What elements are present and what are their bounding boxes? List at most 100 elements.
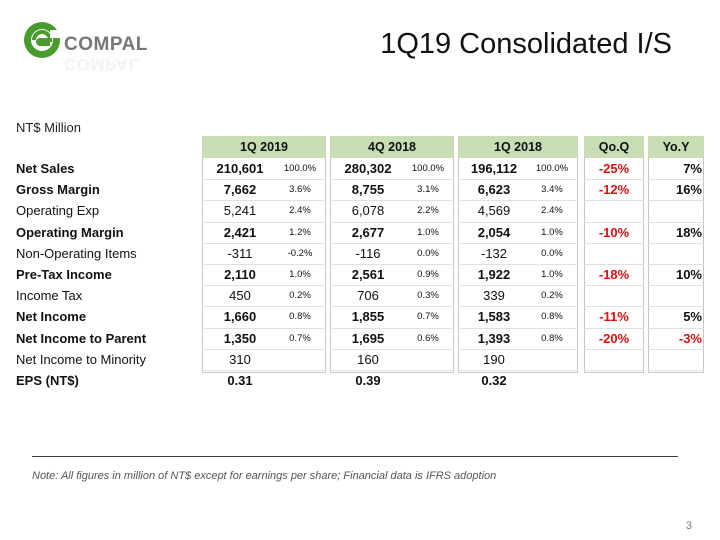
- cell-q4_2018-value: 160: [357, 351, 379, 367]
- page-title: 1Q19 Consolidated I/S: [380, 28, 672, 60]
- row-divider: [330, 264, 454, 265]
- cell-yoy: [650, 349, 702, 370]
- row-divider: [648, 179, 704, 181]
- cell-q4_2018-percent: 3.1%: [417, 184, 439, 196]
- cell-q1_2019-value: 2,421: [223, 224, 257, 240]
- cell-qoq: [586, 285, 642, 306]
- cell-q1_2019-value: 7,662: [223, 182, 257, 198]
- row-divider: [202, 264, 326, 265]
- col-box-qoq: [584, 158, 644, 373]
- row-divider: [202, 242, 326, 244]
- row-divider: [330, 348, 454, 350]
- brand-name: COMPAL: [64, 34, 148, 55]
- unit-label: NT$ Million: [16, 120, 82, 135]
- row-divider: [330, 370, 454, 371]
- cell-q1_2018-value: 190: [483, 351, 505, 367]
- cell-yoy: 5%: [683, 309, 702, 325]
- cell-qoq: [586, 200, 642, 221]
- cell-q4_2018-value: 706: [357, 288, 379, 304]
- row-divider: [202, 200, 326, 202]
- cell-q1_2018-percent: 100.0%: [535, 163, 569, 174]
- row-label: Net Income to Minority: [16, 351, 147, 367]
- compal-logo-icon: [24, 22, 60, 58]
- row-divider: [330, 179, 454, 181]
- footer-divider: [32, 456, 678, 457]
- cell-q1_2019-percent: 0.2%: [289, 290, 311, 302]
- cell-q4_2018-percent: [404, 349, 452, 370]
- row-divider: [458, 221, 578, 223]
- row-divider: [458, 285, 578, 287]
- cell-q1_2018-percent: 2.4%: [541, 205, 563, 217]
- col-header-1q2018: 1Q 2018: [458, 136, 578, 158]
- cell-q1_2018-percent: [528, 370, 576, 391]
- cell-q1_2018-percent: 0.8%: [541, 332, 563, 344]
- cell-q1_2019-percent: 0.7%: [289, 332, 311, 344]
- col-box-4q2018: [330, 158, 454, 373]
- cell-q1_2019-value: 450: [229, 288, 251, 304]
- cell-q1_2018-percent: 3.4%: [541, 184, 563, 196]
- row-divider: [584, 221, 644, 223]
- row-divider: [330, 221, 454, 223]
- cell-q1_2018-value: 2,054: [477, 224, 511, 240]
- cell-qoq: -11%: [599, 309, 629, 325]
- cell-q1_2018-percent: 1.0%: [541, 226, 563, 238]
- cell-q4_2018-percent: 0.3%: [417, 290, 439, 302]
- cell-qoq: [586, 349, 642, 370]
- cell-q1_2018-value: 0.32: [481, 373, 507, 388]
- cell-q4_2018-percent: 0.9%: [417, 269, 439, 280]
- row-divider: [648, 221, 704, 223]
- cell-q4_2018-value: 6,078: [351, 203, 385, 219]
- cell-q1_2019-value: 210,601: [216, 161, 264, 176]
- cell-yoy: [650, 200, 702, 221]
- row-divider: [458, 264, 578, 265]
- cell-qoq: -10%: [598, 224, 630, 240]
- cell-q4_2018-percent: 0.7%: [417, 311, 439, 323]
- row-label: Gross Margin: [16, 182, 100, 198]
- row-divider: [458, 327, 578, 329]
- cell-qoq: [586, 370, 642, 391]
- cell-q1_2018-percent: 0.8%: [541, 311, 563, 323]
- cell-q1_2018-value: 1,583: [477, 309, 511, 325]
- cell-q1_2018-value: -132: [480, 245, 508, 261]
- col-header-1q2019: 1Q 2019: [202, 136, 326, 158]
- cell-q1_2019-percent: 100.0%: [283, 163, 317, 174]
- cell-q4_2018-percent: 100.0%: [411, 163, 445, 174]
- cell-q1_2019-percent: 1.0%: [289, 269, 311, 280]
- row-divider: [648, 370, 704, 371]
- cell-qoq: -18%: [598, 267, 630, 282]
- col-header-4q2018: 4Q 2018: [330, 136, 454, 158]
- cell-q1_2018-value: 339: [483, 288, 505, 304]
- row-divider: [648, 200, 704, 202]
- cell-q1_2019-value: -311: [227, 245, 253, 261]
- cell-q4_2018-percent: 1.0%: [417, 226, 439, 238]
- cell-yoy: [650, 285, 702, 306]
- row-divider: [584, 306, 644, 308]
- cell-q4_2018-percent: 0.6%: [417, 332, 439, 344]
- row-divider: [648, 264, 704, 265]
- row-divider: [584, 370, 644, 371]
- row-label: Net Sales: [16, 161, 75, 176]
- cell-q1_2019-percent: [276, 370, 324, 391]
- row-divider: [584, 327, 644, 329]
- cell-yoy: 10%: [675, 267, 702, 282]
- cell-q1_2018-value: 4,569: [477, 203, 511, 219]
- cell-q1_2019-percent: [276, 349, 324, 370]
- cell-yoy: 16%: [675, 182, 702, 198]
- row-divider: [458, 370, 578, 371]
- cell-q4_2018-value: 0.39: [355, 373, 381, 388]
- row-label: Operating Margin: [16, 224, 124, 240]
- page-number: 3: [685, 520, 692, 532]
- row-divider: [202, 348, 326, 350]
- cell-q4_2018-value: -116: [355, 245, 381, 261]
- col-header-yoy: Yo.Y: [648, 136, 704, 158]
- row-label: Non-Operating Items: [16, 245, 137, 261]
- row-divider: [648, 306, 704, 308]
- cell-yoy: 7%: [683, 161, 702, 176]
- cell-q1_2019-percent: -0.2%: [287, 247, 313, 259]
- footnote: Note: All figures in million of NT$ exce…: [32, 470, 497, 482]
- cell-yoy: -3%: [678, 330, 702, 346]
- row-divider: [584, 200, 644, 202]
- cell-q1_2019-percent: 1.2%: [289, 226, 311, 238]
- cell-qoq: -20%: [598, 330, 630, 346]
- brand-name-reflection: COMPAL: [64, 55, 140, 74]
